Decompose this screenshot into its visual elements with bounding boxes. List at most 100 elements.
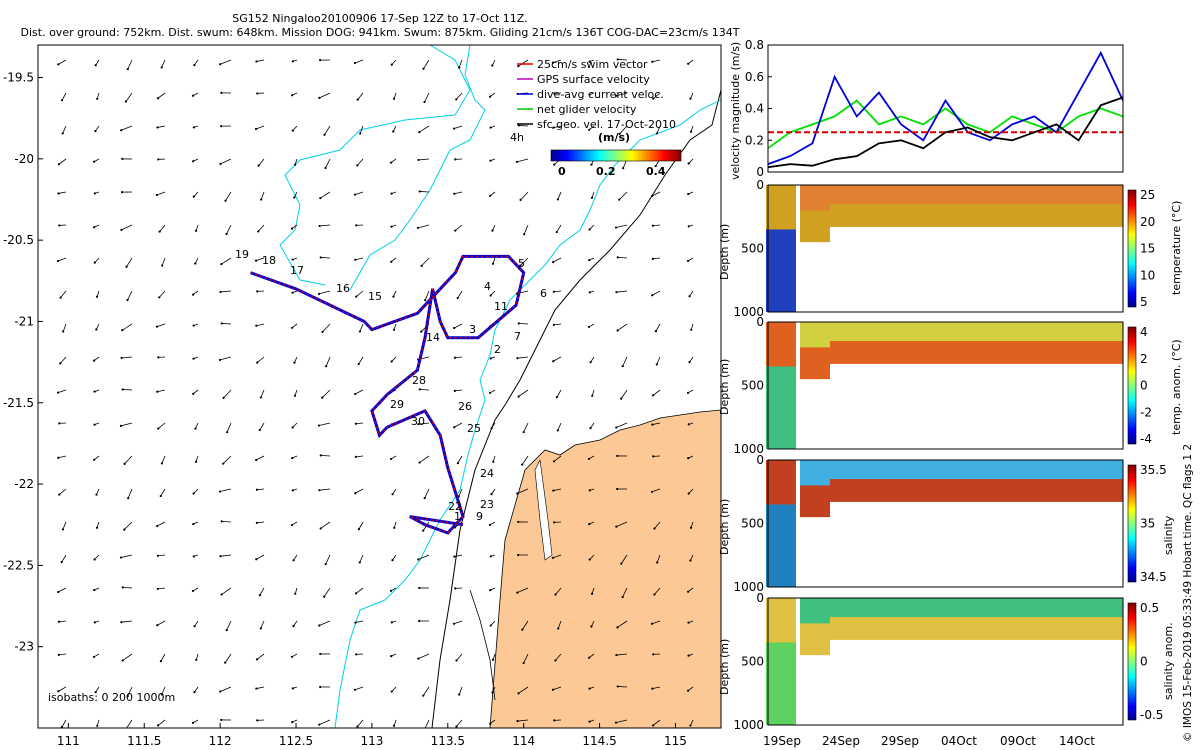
vector-head-165 bbox=[290, 655, 294, 658]
day-label-20: 30 bbox=[411, 415, 425, 428]
time-xtick-1: 24Sep bbox=[822, 734, 860, 748]
vector-head-218 bbox=[392, 328, 396, 331]
vector-head-77 bbox=[156, 524, 159, 528]
vector-363 bbox=[617, 257, 628, 259]
vector-head-64 bbox=[156, 97, 160, 100]
vector-head-298 bbox=[519, 198, 522, 201]
vector-135 bbox=[256, 356, 265, 363]
vector-303 bbox=[517, 356, 529, 359]
vector-head-349 bbox=[588, 489, 591, 492]
vector-head-289 bbox=[489, 589, 492, 592]
vector-359 bbox=[619, 125, 628, 135]
vector-79 bbox=[157, 587, 166, 590]
vector-44 bbox=[121, 125, 133, 131]
vector-head-389 bbox=[651, 423, 654, 426]
vector-head-418 bbox=[687, 689, 690, 692]
vector-68 bbox=[159, 224, 166, 232]
vector-head-324 bbox=[552, 360, 555, 363]
vector-head-237 bbox=[420, 264, 423, 267]
vector-315 bbox=[552, 59, 562, 63]
vector-15 bbox=[61, 554, 67, 563]
sal-profile-2-top bbox=[800, 460, 830, 486]
vector-75 bbox=[161, 455, 166, 464]
legend-label-0: 25cm/s swim vector bbox=[537, 58, 648, 71]
vector-head-14 bbox=[61, 528, 65, 531]
vector-head-71 bbox=[155, 325, 159, 328]
vector-42 bbox=[127, 59, 133, 70]
vector-head-181 bbox=[318, 489, 321, 492]
vector-head-290 bbox=[489, 624, 492, 627]
sanom-ylabel: Depth (m) bbox=[718, 638, 731, 695]
vector-head-219 bbox=[390, 360, 393, 363]
vector-head-189 bbox=[353, 61, 357, 65]
vector-116 bbox=[226, 422, 232, 433]
vector-head-343 bbox=[588, 291, 591, 294]
vector-267 bbox=[454, 554, 463, 557]
vector-head-377 bbox=[614, 721, 618, 724]
temp-ytick-1: 500 bbox=[741, 242, 764, 256]
vector-head-361 bbox=[618, 198, 621, 201]
sanom-frame bbox=[767, 597, 1124, 726]
vector-head-336 bbox=[588, 60, 591, 63]
vector-head-133 bbox=[256, 290, 259, 293]
tanom-ytick-2: 1000 bbox=[733, 442, 764, 456]
vector-304 bbox=[518, 389, 529, 397]
sanom-cbar-tick-2: -0.5 bbox=[1140, 708, 1163, 722]
vector-head-162 bbox=[292, 559, 295, 562]
vector-324 bbox=[553, 356, 562, 362]
vector-379 bbox=[652, 92, 661, 99]
vector-head-310 bbox=[516, 591, 519, 594]
vector-head-11 bbox=[58, 422, 61, 425]
vector-head-202 bbox=[354, 492, 357, 495]
vector-183 bbox=[325, 554, 331, 565]
vector-head-59 bbox=[120, 621, 123, 624]
vector-head-409 bbox=[686, 391, 690, 394]
time-xtick-2: 29Sep bbox=[881, 734, 919, 748]
sal-surface-layer bbox=[830, 460, 1123, 480]
vector-head-76 bbox=[159, 494, 162, 498]
day-label-13: 22 bbox=[448, 500, 462, 513]
vector-head-120 bbox=[219, 555, 222, 558]
vector-head-75 bbox=[160, 462, 164, 465]
vector-299 bbox=[523, 224, 529, 235]
vector-115 bbox=[223, 389, 232, 399]
contour-cyan-1 bbox=[279, 45, 471, 286]
vector-head-287 bbox=[488, 523, 492, 526]
vector-264 bbox=[457, 455, 463, 464]
vector-319 bbox=[557, 191, 562, 200]
vector-head-419 bbox=[689, 724, 692, 727]
vector-111 bbox=[221, 257, 232, 265]
vector-head-18 bbox=[57, 653, 60, 656]
vector-head-103 bbox=[193, 691, 196, 694]
vector-325 bbox=[556, 389, 562, 398]
vector-head-315 bbox=[551, 61, 555, 64]
vector-head-306 bbox=[521, 463, 524, 466]
tanom-profile-2-top bbox=[800, 322, 830, 348]
vector-head-261 bbox=[453, 356, 457, 359]
vector-121 bbox=[221, 587, 232, 595]
vector-191 bbox=[359, 125, 364, 134]
map-legend: 25cm/s swim vector GPS surface velocity … bbox=[517, 58, 676, 131]
vector-head-65 bbox=[156, 126, 159, 129]
map-ytick-label-1: -20 bbox=[14, 152, 34, 166]
vector-61 bbox=[127, 686, 133, 697]
vector-305 bbox=[523, 422, 529, 433]
vector-head-200 bbox=[354, 422, 358, 425]
tanom-cbar-tick-1: 2 bbox=[1140, 352, 1148, 366]
vector-head-342 bbox=[588, 258, 591, 262]
vector-head-393 bbox=[656, 561, 659, 564]
vector-394 bbox=[654, 587, 661, 595]
vector-302 bbox=[518, 323, 529, 325]
map-colorbar-tick-0: 0 bbox=[558, 165, 566, 178]
vector-head-412 bbox=[687, 492, 690, 495]
temp-colorbar bbox=[1127, 189, 1137, 308]
vector-74 bbox=[157, 422, 166, 429]
vector-136 bbox=[260, 389, 265, 398]
vector-177 bbox=[325, 356, 331, 367]
vector-head-89 bbox=[194, 229, 198, 232]
vector-head-384 bbox=[651, 257, 654, 260]
vector-365 bbox=[617, 323, 628, 331]
vector-298 bbox=[520, 191, 529, 201]
vector-320 bbox=[556, 224, 562, 233]
